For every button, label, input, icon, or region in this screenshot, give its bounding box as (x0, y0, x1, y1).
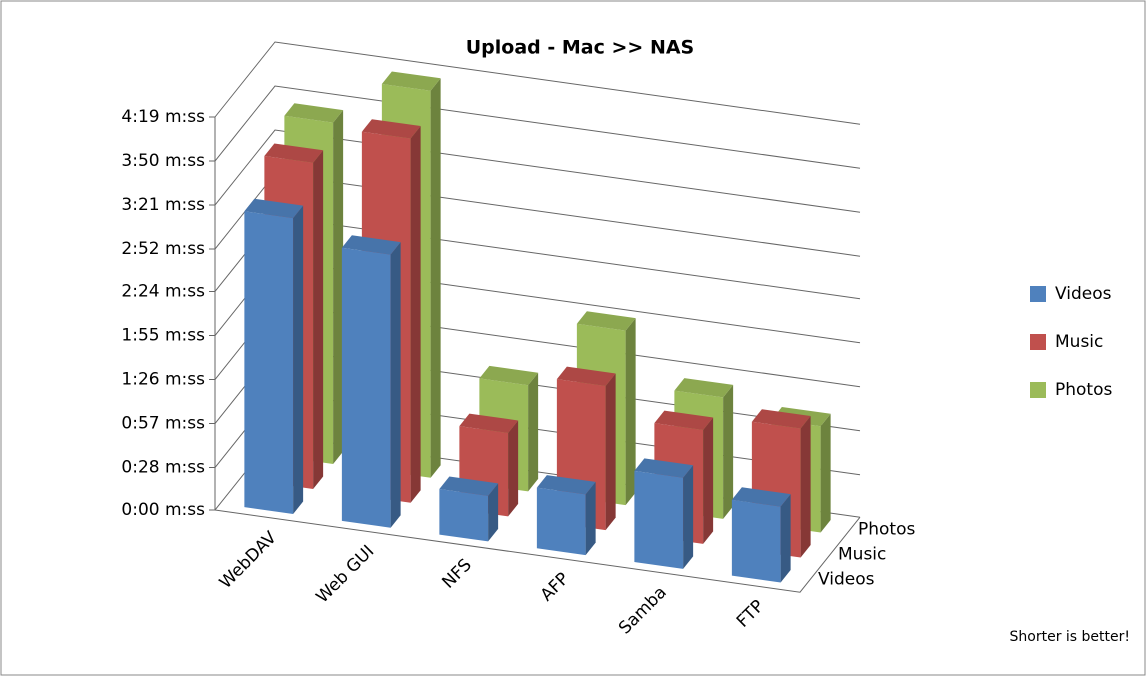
bar-top (381, 71, 441, 91)
legend-swatch (1030, 382, 1046, 398)
annotation: Shorter is better! (1010, 629, 1130, 645)
y-tick-label: 1:55 m:ss (121, 326, 205, 346)
bar-top (731, 487, 791, 507)
bar-top (751, 409, 811, 429)
bar-front (634, 470, 684, 569)
bar-side (605, 373, 616, 531)
bar-top (244, 198, 304, 219)
bar-front (341, 247, 391, 528)
bar (341, 235, 401, 528)
bar (244, 198, 304, 515)
bar (536, 475, 596, 556)
axis-line (214, 509, 861, 593)
bar-front (731, 499, 781, 583)
y-tick-label: 3:50 m:ss (121, 151, 205, 171)
y-tick-label: 0:57 m:ss (121, 414, 205, 434)
grid-line (214, 41, 861, 125)
bar-side (723, 384, 734, 519)
depth-tick-label: Videos (818, 570, 875, 590)
bar-side (625, 318, 636, 506)
bar-top (634, 458, 694, 478)
bar-side (683, 465, 694, 569)
y-tick-label: 2:24 m:ss (121, 281, 205, 301)
bar-front (244, 211, 294, 515)
bar (731, 487, 791, 583)
grid-line (214, 129, 861, 213)
y-tick-label: 3:21 m:ss (121, 195, 205, 215)
bar-side (333, 110, 344, 465)
bar-top (674, 378, 734, 398)
legend-label: Music (1055, 332, 1103, 352)
grid-line (214, 85, 861, 169)
bar-side (313, 150, 324, 490)
bar-side (488, 483, 499, 542)
bar (634, 458, 694, 569)
chart-title: Upload - Mac >> NAS (466, 37, 694, 59)
bar-side (585, 481, 596, 556)
bar-top (479, 365, 539, 386)
legend-swatch (1030, 334, 1046, 350)
bar-side (703, 417, 714, 544)
bar-side (430, 78, 441, 478)
bar-side (508, 420, 519, 517)
bar-top (284, 103, 344, 123)
y-tick-label: 0:28 m:ss (121, 458, 205, 478)
legend-label: Videos (1055, 284, 1112, 304)
bar-front (439, 489, 489, 542)
bar-top (361, 119, 421, 139)
bar-side (390, 242, 401, 528)
bar-top (536, 475, 596, 495)
depth-tick-label: Music (838, 545, 886, 565)
y-tick-label: 4:19 m:ss (121, 107, 205, 127)
legend-label: Photos (1055, 380, 1112, 400)
bar-side (780, 494, 791, 583)
bar-top (576, 311, 636, 331)
bar-side (800, 416, 811, 558)
bar-top (264, 143, 324, 163)
bar-side (293, 205, 304, 515)
y-tick-label: 1:26 m:ss (121, 370, 205, 390)
bar-top (341, 235, 401, 255)
bar-top (556, 366, 616, 386)
y-tick-label: 2:52 m:ss (121, 239, 205, 259)
bar-top (439, 476, 499, 496)
bar-top (654, 410, 714, 431)
bar-side (528, 372, 539, 492)
bar-top (459, 413, 519, 433)
y-tick-label: 0:00 m:ss (121, 500, 205, 520)
bar-front (536, 487, 586, 556)
bar-side (820, 413, 831, 533)
legend-swatch (1030, 286, 1046, 302)
bar (439, 476, 499, 542)
depth-tick-label: Photos (858, 520, 915, 540)
bar-side (410, 126, 421, 503)
